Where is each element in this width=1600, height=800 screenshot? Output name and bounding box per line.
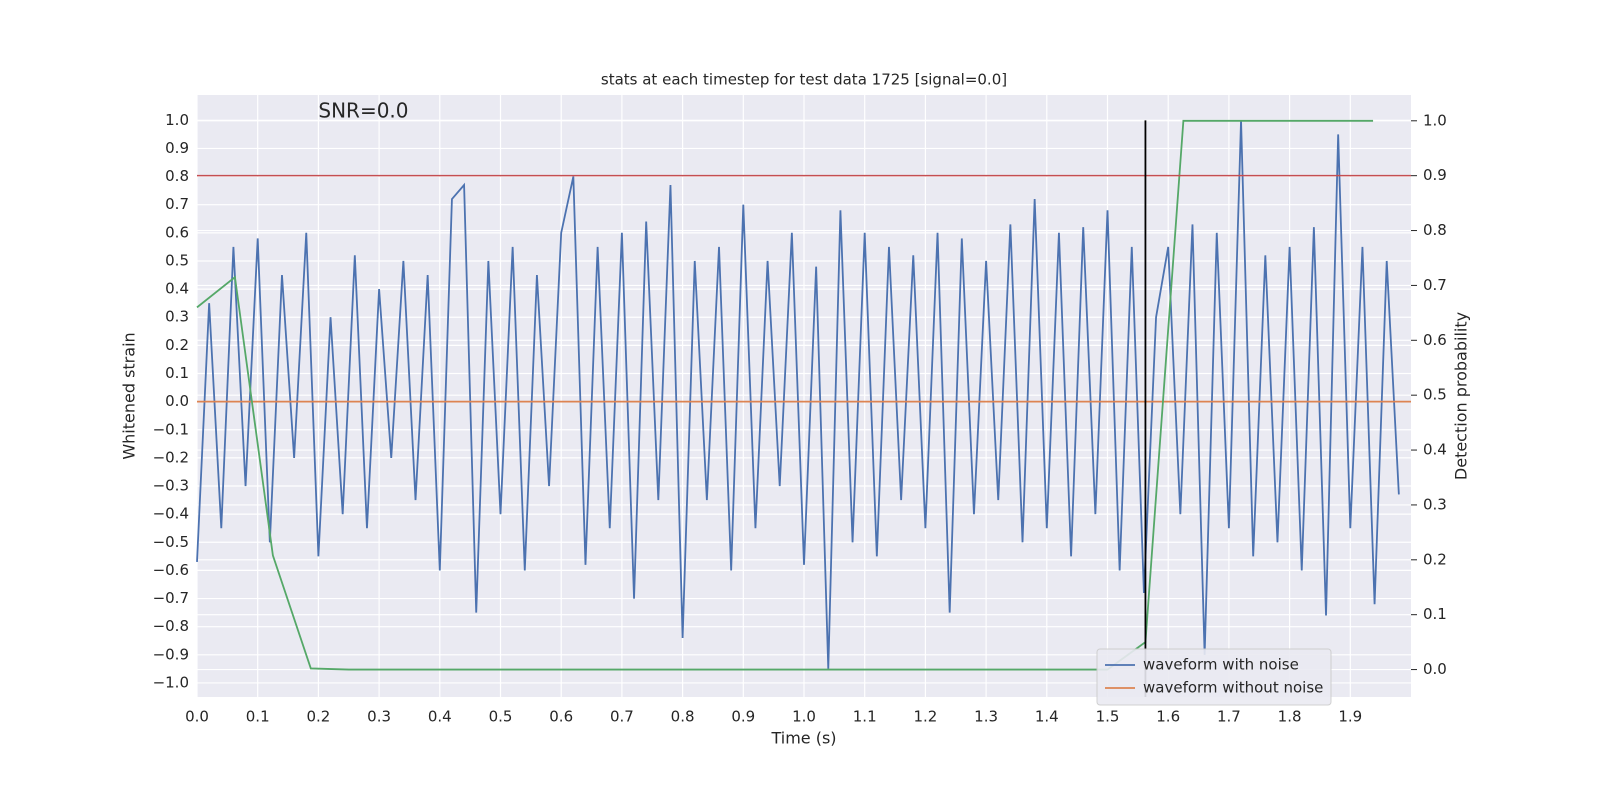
x-tick-label: 1.0 xyxy=(792,708,816,726)
y2-tick-label: 0.9 xyxy=(1423,166,1447,184)
y-tick-label: 0.7 xyxy=(165,195,189,213)
y2-tick-label: 0.8 xyxy=(1423,221,1447,239)
x-tick-label: 1.2 xyxy=(913,708,937,726)
x-tick-label: 0.6 xyxy=(549,708,573,726)
y2-tick-label: 0.3 xyxy=(1423,495,1447,513)
y2-tick-label: 1.0 xyxy=(1423,111,1447,129)
y-tick-label: −1.0 xyxy=(153,673,189,691)
x-tick-label: 1.3 xyxy=(974,708,998,726)
y-tick-label: −0.7 xyxy=(153,589,189,607)
y-tick-label: 1.0 xyxy=(165,111,189,129)
y2-axis-label: Detection probability xyxy=(1452,312,1471,480)
y-tick-label: 0.2 xyxy=(165,336,189,354)
x-tick-label: 0.2 xyxy=(306,708,330,726)
annotation: SNR=0.0 xyxy=(318,98,408,122)
x-tick-label: 0.9 xyxy=(731,708,755,726)
x-tick-label: 0.1 xyxy=(246,708,270,726)
y-tick-label: 0.6 xyxy=(165,223,189,241)
x-tick-label: 0.5 xyxy=(489,708,513,726)
legend-box xyxy=(1096,648,1332,706)
x-tick-label: 0.0 xyxy=(185,708,209,726)
y-tick-label: 0.1 xyxy=(165,364,189,382)
x-tick-label: 1.6 xyxy=(1156,708,1180,726)
y2-tick-label: 0.5 xyxy=(1423,386,1447,404)
y-tick-label: −0.4 xyxy=(153,505,189,523)
y-tick-label: −0.9 xyxy=(153,645,189,663)
x-tick-label: 1.5 xyxy=(1096,708,1120,726)
legend-label: waveform with noise xyxy=(1143,656,1299,674)
y-tick-label: 0.4 xyxy=(165,280,189,298)
x-tick-label: 1.9 xyxy=(1338,708,1362,726)
x-tick-label: 0.7 xyxy=(610,708,634,726)
y-axis-label: Whitened strain xyxy=(120,332,139,459)
x-tick-label: 1.1 xyxy=(853,708,877,726)
y2-tick-label: 0.0 xyxy=(1423,660,1447,678)
x-tick-label: 1.7 xyxy=(1217,708,1241,726)
legend-label: waveform without noise xyxy=(1143,679,1323,697)
y-tick-label: 0.0 xyxy=(165,392,189,410)
y2-tick-label: 0.1 xyxy=(1423,605,1447,623)
y-tick-label: −0.3 xyxy=(153,477,189,495)
x-tick-label: 1.4 xyxy=(1035,708,1059,726)
series-line xyxy=(196,120,1400,669)
series-line xyxy=(196,119,1374,671)
y2-tick-label: 0.2 xyxy=(1423,550,1447,568)
y-tick-label: −0.6 xyxy=(153,561,189,579)
y-tick-label: −0.8 xyxy=(153,617,189,635)
y-tick-label: 0.8 xyxy=(165,167,189,185)
y-tick-label: −0.1 xyxy=(153,420,189,438)
y2-tick-label: 0.6 xyxy=(1423,331,1447,349)
y-tick-label: 0.5 xyxy=(165,251,189,269)
y-tick-label: 0.3 xyxy=(165,308,189,326)
x-axis-label: Time (s) xyxy=(770,729,836,748)
x-tick-label: 0.4 xyxy=(428,708,452,726)
x-tick-label: 0.8 xyxy=(671,708,695,726)
y-tick-label: 0.9 xyxy=(165,139,189,157)
y2-tick-label: 0.4 xyxy=(1423,441,1447,459)
x-tick-label: 1.8 xyxy=(1278,708,1302,726)
y-tick-label: −0.2 xyxy=(153,448,189,466)
x-tick-label: 0.3 xyxy=(367,708,391,726)
y-tick-label: −0.5 xyxy=(153,533,189,551)
y2-tick-label: 0.7 xyxy=(1423,276,1447,294)
chart-title: stats at each timestep for test data 172… xyxy=(601,71,1007,89)
